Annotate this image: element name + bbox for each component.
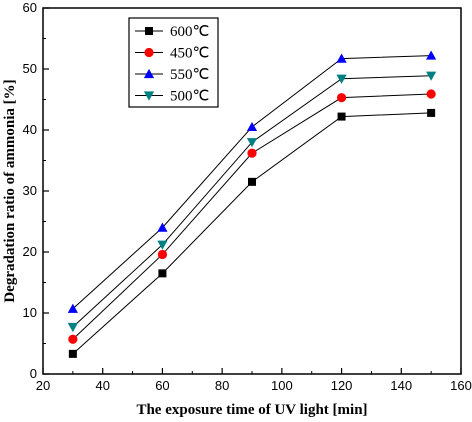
data-point [336,53,347,63]
legend-item: 600℃ [135,24,209,40]
data-point [157,222,168,232]
plot-frame [42,7,462,375]
x-tick-label: 80 [215,378,229,393]
data-point [67,303,78,313]
y-tick-label: 30 [23,183,37,198]
series-2 [67,50,437,313]
x-tick-label: 120 [331,378,353,393]
data-point [68,349,77,358]
x-tick-label: 60 [155,378,169,393]
y-tick-label: 20 [23,244,37,259]
data-point [247,148,257,158]
legend-item: 500℃ [135,89,209,105]
legend-label: 450℃ [170,46,209,62]
series-1 [68,89,436,344]
data-point [337,112,346,121]
x-tick-label: 140 [390,378,412,393]
data-point [157,240,168,250]
data-point [336,74,347,84]
legend-marker [143,91,155,101]
data-point [67,322,78,333]
data-point [246,138,258,148]
x-tick-label: 160 [450,378,472,393]
data-point [246,121,258,132]
y-axis-ticks: 0 10 20 30 40 50 60 [23,0,49,381]
data-point [336,93,347,103]
x-tick-label: 40 [95,378,109,393]
legend-box [128,17,219,108]
data-point [68,334,78,344]
legend-label: 500℃ [170,89,209,105]
y-tick-label: 60 [23,0,37,15]
legend-label: 600℃ [170,24,209,40]
data-point [427,108,436,117]
series-line [72,75,432,328]
x-tick-label: 20 [36,378,50,393]
legend-marker [143,68,155,79]
legend-marker [144,47,154,58]
legend: 600℃ 450℃ 550℃ 500℃ [128,17,219,108]
x-axis-title: The exposure time of UV light [min] [136,402,367,418]
y-tick-label: 0 [30,366,37,381]
data-point [426,71,437,81]
series-3 [67,71,437,333]
x-tick-label: 100 [271,378,293,393]
data-point [248,177,256,186]
data-point [426,50,437,60]
x-axis-ticks: 20 40 60 80 100 120 140 160 [36,368,472,393]
y-axis-title: Degradation ratio of ammonia [%] [2,79,18,302]
legend-label: 550℃ [170,67,209,83]
data-point [157,249,168,260]
data-point [158,269,167,278]
y-tick-label: 40 [23,122,37,137]
legend-item: 450℃ [135,46,209,62]
series-layer [67,50,437,358]
y-tick-label: 50 [23,61,37,76]
legend-item: 550℃ [135,67,209,83]
legend-marker [145,27,153,35]
series-0 [68,108,436,358]
y-tick-label: 10 [23,305,37,320]
data-point [426,89,436,99]
